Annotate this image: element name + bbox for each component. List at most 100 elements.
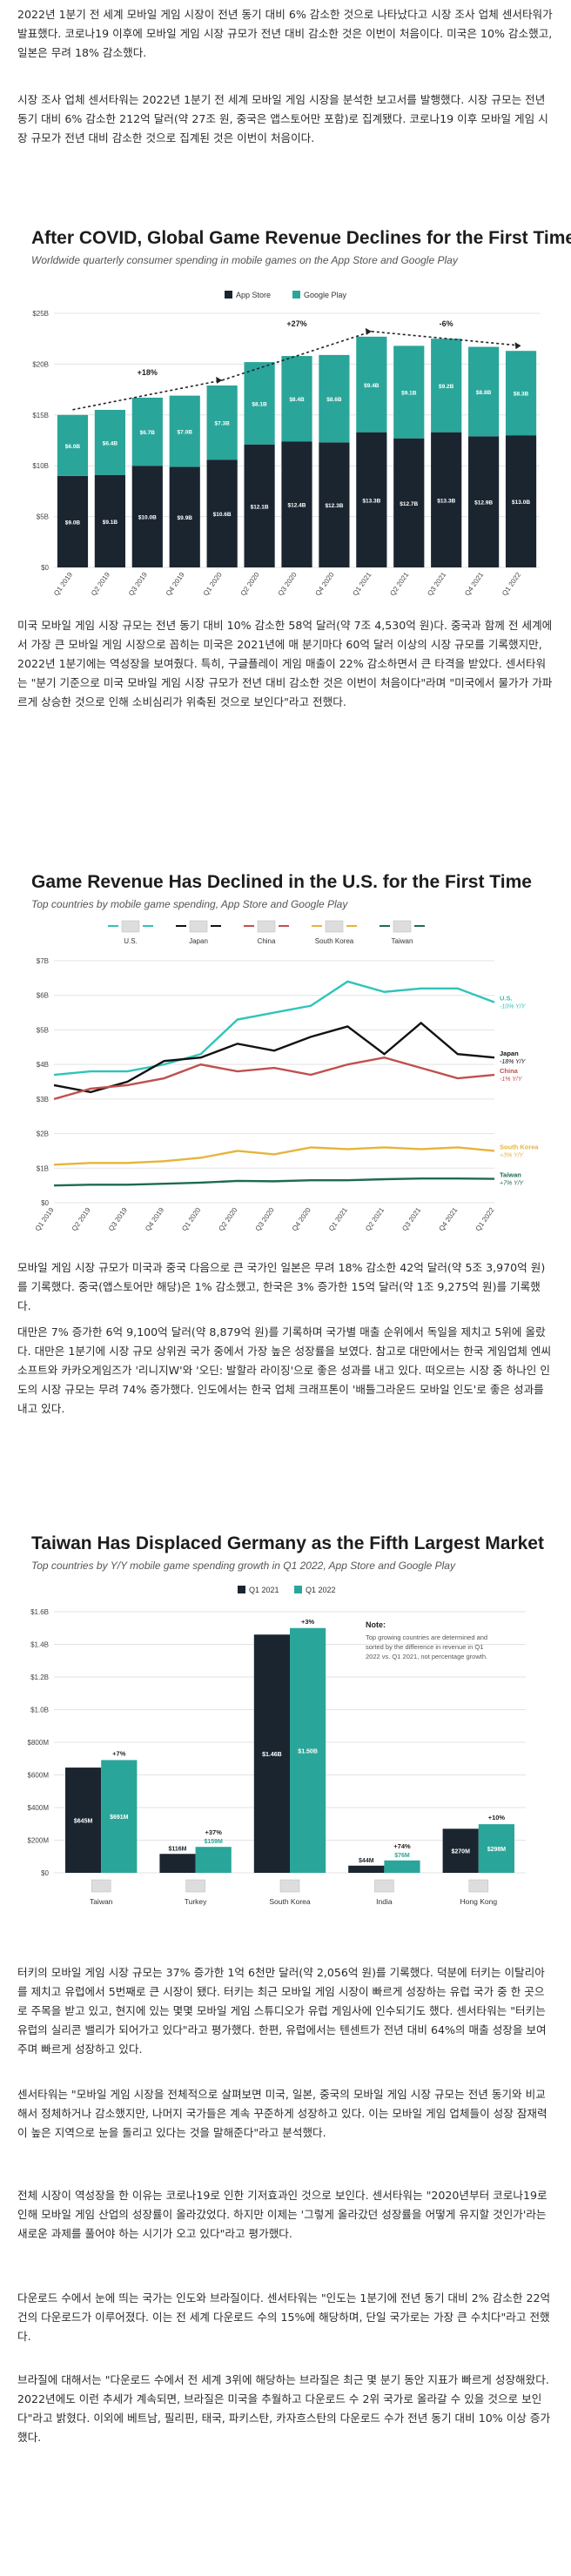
x-tick-label: Q4 2021 bbox=[437, 1206, 459, 1233]
japan-paragraph: 모바일 게임 시장 규모가 미국과 중국 다음으로 큰 국가인 일본은 무려 1… bbox=[17, 1261, 546, 1312]
bar-label-googleplay: $8.6B bbox=[326, 397, 342, 403]
bar-appstore bbox=[319, 442, 350, 567]
x-tick-label: Q3 2019 bbox=[127, 571, 149, 598]
y-tick-label: $10B bbox=[32, 462, 49, 470]
taiwan-paragraph: 대만은 7% 증가한 6억 9,100억 달러(약 8,879억 원)를 기록하… bbox=[17, 1325, 552, 1415]
bar-q1-2022 bbox=[478, 1824, 514, 1873]
bar-q1-2021 bbox=[442, 1828, 479, 1873]
bar-googleplay bbox=[319, 354, 350, 443]
legend-flag-icon bbox=[121, 920, 140, 933]
trend-arrow bbox=[371, 331, 521, 347]
series-end-label: South Korea bbox=[500, 1143, 539, 1150]
bar-label-googleplay: $6.0B bbox=[65, 444, 81, 450]
bar-label-googleplay: $9.4B bbox=[364, 383, 380, 389]
x-tick-label: Q4 2021 bbox=[463, 571, 485, 598]
x-tick-label: Q1 2022 bbox=[500, 571, 522, 598]
bar-appstore bbox=[206, 460, 238, 567]
legend-swatch-q1-2021 bbox=[238, 1586, 245, 1593]
y-tick-label: $1.2B bbox=[30, 1674, 49, 1681]
x-tick-label: Q2 2019 bbox=[71, 1206, 92, 1233]
note-text-line: Top growing countries are determined and bbox=[366, 1633, 487, 1641]
bar-label-appstore: $9.1B bbox=[103, 520, 118, 526]
bar-appstore bbox=[505, 435, 537, 567]
legend-label: Taiwan bbox=[392, 937, 413, 945]
x-tick-label: Q1 2019 bbox=[34, 1206, 56, 1233]
bar-googleplay bbox=[94, 409, 125, 475]
y-tick-label: $1.4B bbox=[30, 1641, 49, 1649]
y-tick-label: $15B bbox=[32, 412, 49, 419]
y-tick-label: $800M bbox=[28, 1739, 50, 1747]
x-tick-label: Q1 2020 bbox=[180, 1206, 202, 1233]
series-line-china bbox=[53, 1056, 495, 1101]
x-tick-label: Turkey bbox=[185, 1897, 207, 1906]
series-end-change: -1% Y/Y bbox=[500, 1077, 523, 1083]
bar-googleplay bbox=[393, 345, 425, 439]
legend-flag-icon bbox=[393, 920, 412, 933]
bar-googleplay bbox=[57, 414, 89, 476]
chart3-title: Taiwan Has Displaced Germany as the Fift… bbox=[31, 1533, 544, 1553]
bar-googleplay bbox=[505, 351, 537, 436]
y-tick-label: $1.0B bbox=[30, 1707, 49, 1714]
bar-label-q1-2021: $44M bbox=[359, 1858, 374, 1864]
series-line-u-s- bbox=[53, 980, 495, 1077]
bar-label-appstore: $10.6B bbox=[213, 512, 232, 518]
legend-flag-icon bbox=[325, 920, 344, 933]
bar-q1-2022 bbox=[290, 1627, 326, 1873]
x-tick-label: Q3 2020 bbox=[254, 1206, 276, 1233]
bar-googleplay bbox=[431, 339, 462, 433]
bar-googleplay bbox=[131, 397, 163, 466]
bar-appstore bbox=[131, 466, 163, 567]
bar-googleplay bbox=[244, 362, 275, 445]
growth-label: +74% bbox=[393, 1842, 411, 1850]
note-title: Note: bbox=[366, 1620, 386, 1629]
turkey-paragraph: 터키의 모바일 게임 시장 규모는 37% 증가한 1억 6천만 달러(약 2,… bbox=[17, 1966, 547, 2056]
bar-label-googleplay: $6.7B bbox=[140, 430, 156, 436]
series-line-south-korea bbox=[53, 1146, 495, 1166]
series-end-change: -18% Y/Y bbox=[500, 1059, 527, 1065]
bar-label-appstore: $9.0B bbox=[65, 520, 81, 526]
growth-label: +7% bbox=[112, 1749, 126, 1757]
legend-label-q1-2021: Q1 2021 bbox=[249, 1586, 279, 1594]
chart1-global-revenue: App Store Google Play $0 $5B $10B $15B $20B $25… bbox=[32, 291, 540, 598]
legend-label: South Korea bbox=[315, 937, 354, 945]
bar-label-q1-2022: $691M bbox=[110, 1815, 129, 1821]
x-tick-label: Taiwan bbox=[90, 1897, 113, 1906]
bar-label-q1-2022: $1.50B bbox=[298, 1748, 318, 1754]
series-line-taiwan bbox=[53, 1177, 495, 1187]
x-tick-label: Q2 2020 bbox=[239, 571, 261, 598]
y-tick-label: $5B bbox=[37, 513, 49, 521]
bar-label-googleplay: $9.1B bbox=[401, 391, 417, 397]
trend-annotation: +18% bbox=[138, 368, 158, 377]
y-tick-label: $4B bbox=[37, 1061, 49, 1069]
growth-label: +37% bbox=[205, 1828, 222, 1836]
y-tick-label: $6B bbox=[37, 992, 49, 1000]
bar-googleplay bbox=[356, 336, 387, 433]
chart2-subtitle: Top countries by mobile game spending, A… bbox=[31, 898, 348, 910]
series-end-label: U.S. bbox=[500, 995, 513, 1003]
legend-swatch-googleplay bbox=[292, 291, 300, 299]
y-tick-label: $0 bbox=[41, 1199, 49, 1207]
trend-arrow bbox=[72, 379, 223, 411]
bar-label-appstore: $13.0B bbox=[512, 500, 530, 506]
growth-label: +10% bbox=[488, 1814, 506, 1821]
x-tick-label: India bbox=[376, 1897, 393, 1906]
bar-label-q1-2022: $159M bbox=[204, 1839, 223, 1845]
x-tick-label: Q2 2020 bbox=[217, 1206, 238, 1233]
bar-q1-2021 bbox=[348, 1865, 385, 1873]
chart1-subtitle: Worldwide quarterly consumer spending in… bbox=[31, 254, 458, 266]
country-flag-icon bbox=[374, 1879, 394, 1893]
sensortower-analysis-paragraph: 센서타워는 "모바일 게임 시장을 전체적으로 살펴보면 미국, 일본, 중국의… bbox=[17, 2088, 547, 2139]
x-tick-label: South Korea bbox=[269, 1897, 311, 1906]
country-flag-icon bbox=[91, 1879, 111, 1893]
trend-arrowhead bbox=[365, 327, 372, 335]
legend-swatch-appstore bbox=[225, 291, 232, 299]
bar-label-appstore: $12.7B bbox=[400, 501, 418, 507]
bar-q1-2022 bbox=[384, 1860, 420, 1873]
bar-label-googleplay: $8.1B bbox=[252, 401, 267, 407]
series-line-japan bbox=[53, 1021, 495, 1094]
series-end-change: +7% Y/Y bbox=[500, 1181, 525, 1187]
bar-googleplay bbox=[468, 346, 500, 437]
brazil-paragraph: 브라질에 대해서는 "다운로드 수에서 전 세계 3위에 해당하는 브라질은 최… bbox=[17, 2373, 551, 2444]
y-tick-label: $1.6B bbox=[30, 1608, 49, 1616]
x-tick-label: Q4 2019 bbox=[165, 571, 186, 598]
